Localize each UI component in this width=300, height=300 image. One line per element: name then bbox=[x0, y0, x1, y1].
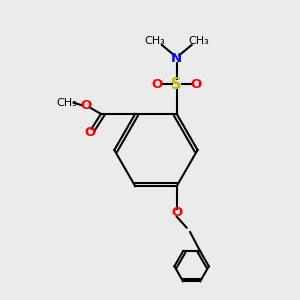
Text: O: O bbox=[171, 206, 182, 219]
Text: O: O bbox=[84, 126, 95, 139]
Text: O: O bbox=[152, 78, 163, 91]
Text: CH₃: CH₃ bbox=[189, 36, 209, 46]
Text: O: O bbox=[190, 78, 202, 91]
Text: N: N bbox=[171, 52, 182, 65]
Text: S: S bbox=[172, 77, 182, 92]
Text: CH₃: CH₃ bbox=[57, 98, 77, 108]
Text: O: O bbox=[80, 99, 91, 112]
Text: CH₃: CH₃ bbox=[144, 36, 165, 46]
